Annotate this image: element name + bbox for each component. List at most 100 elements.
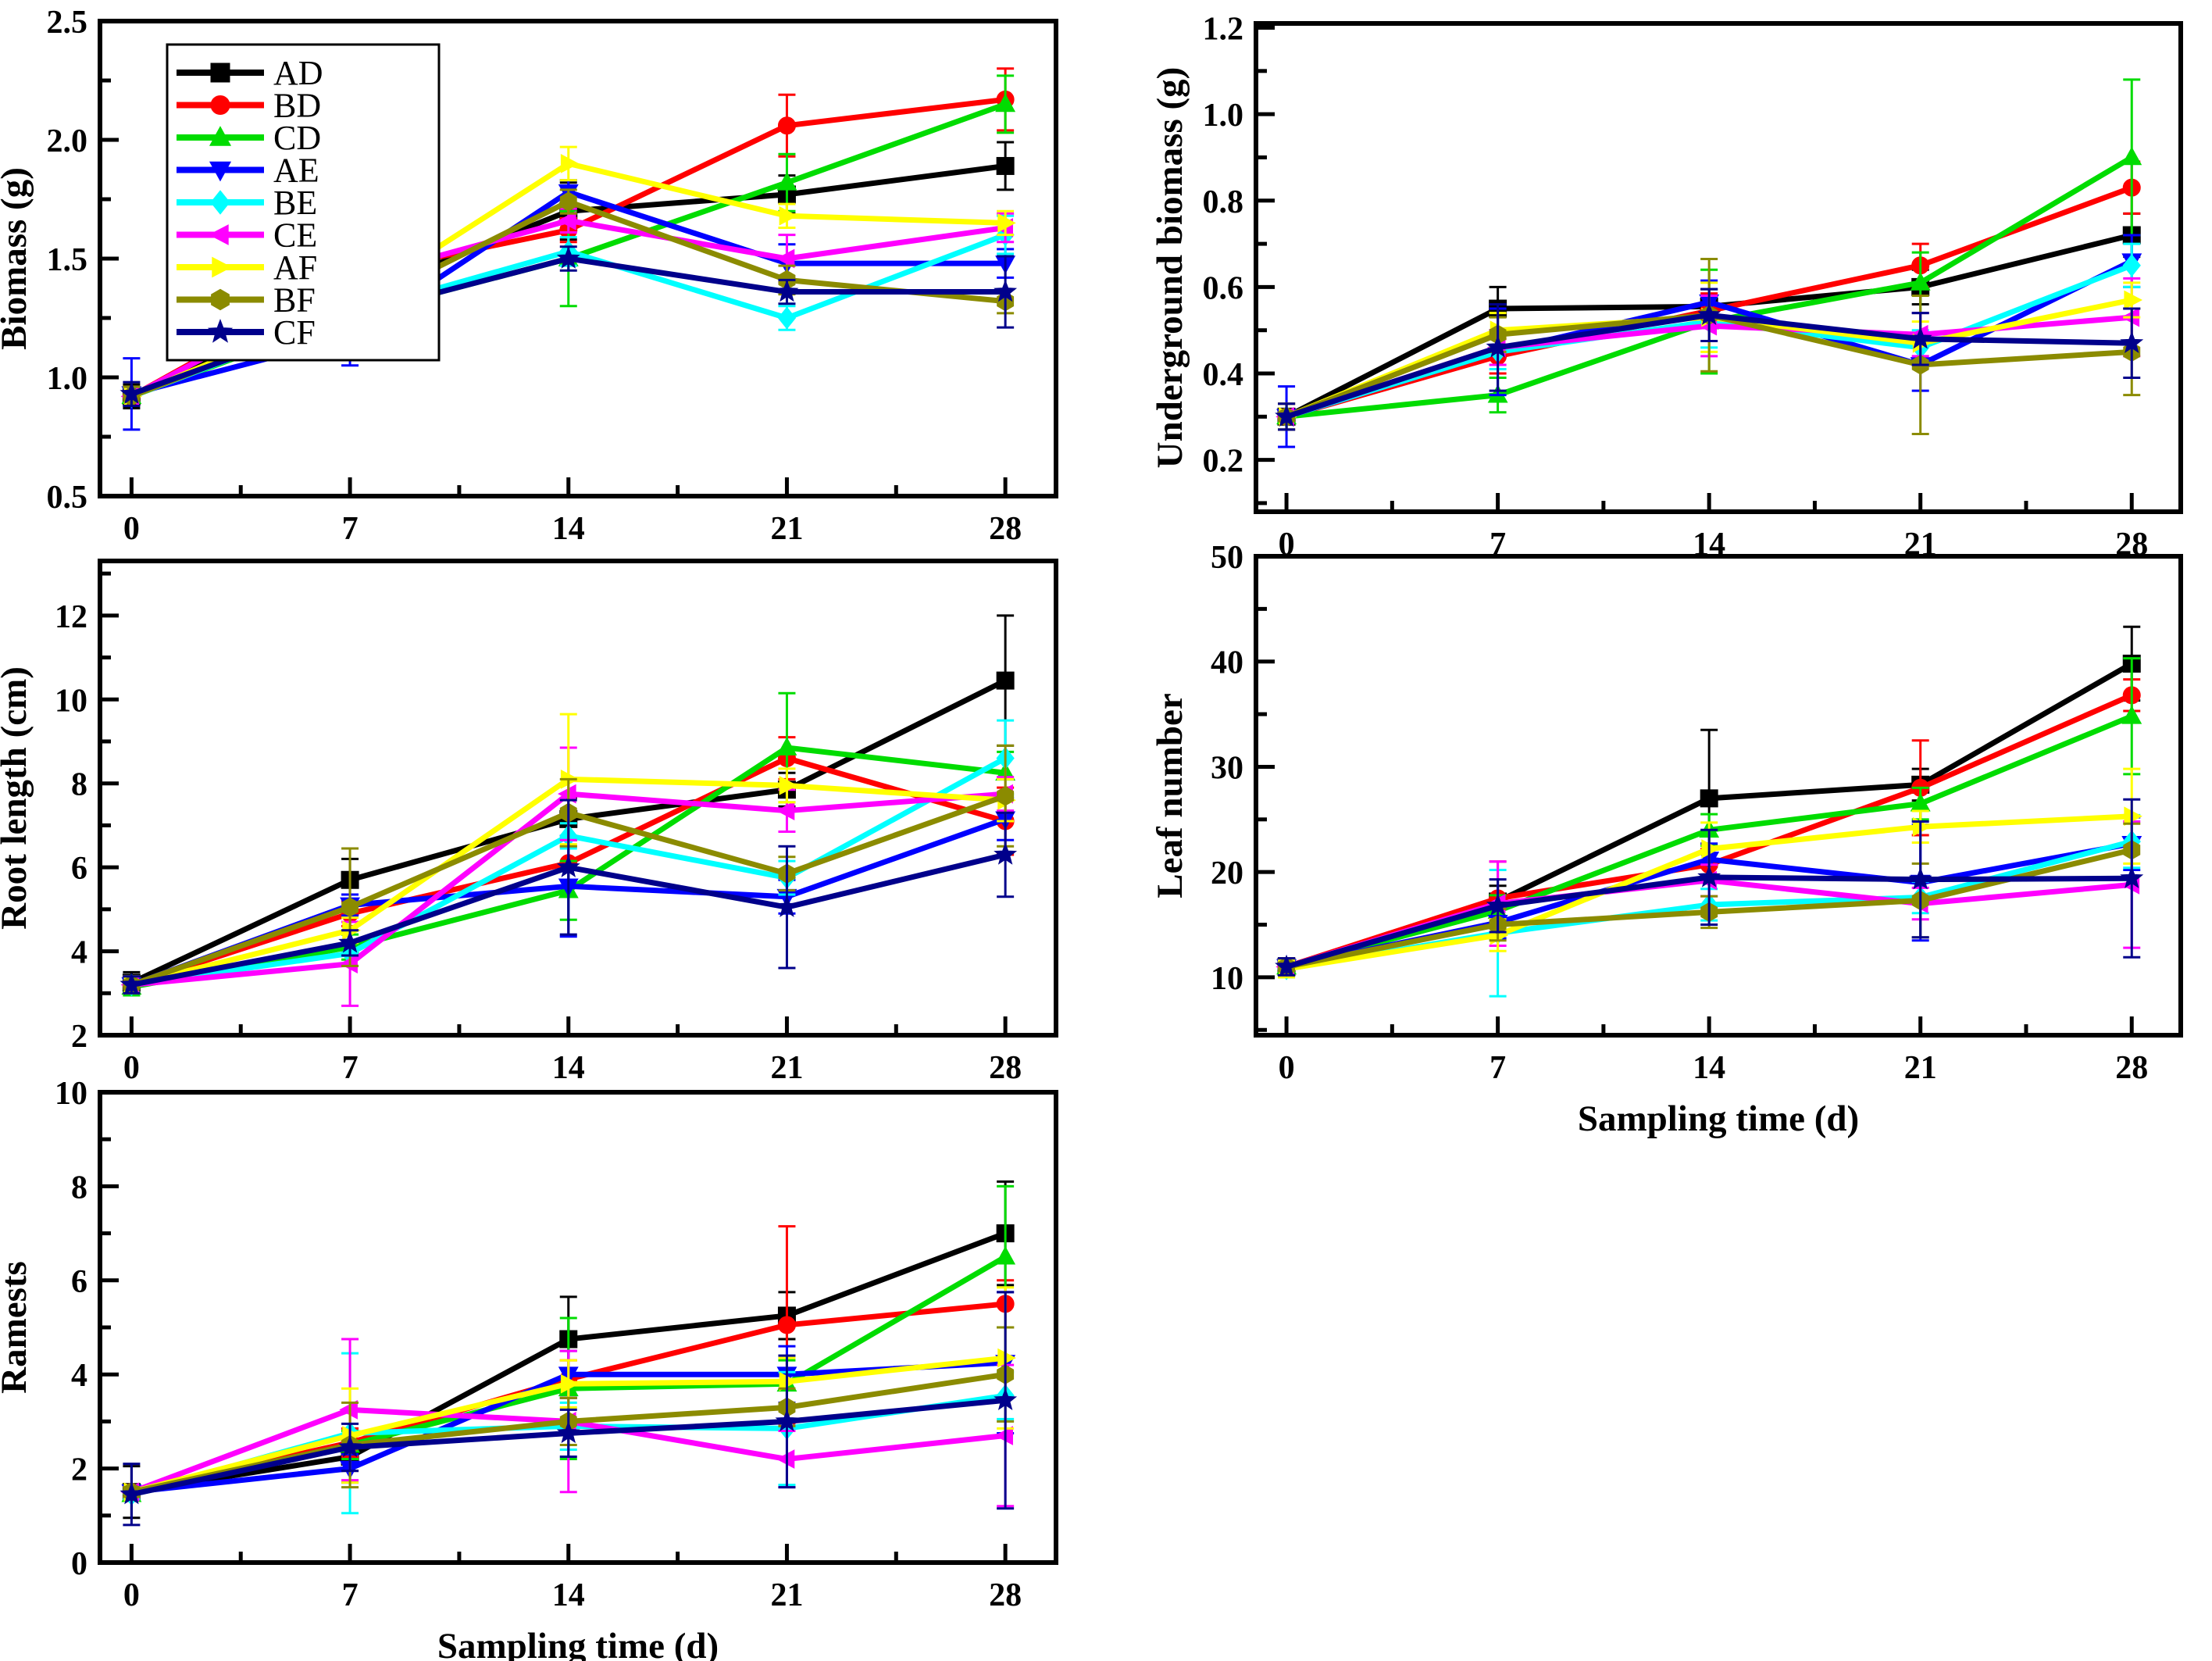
legend-item-label: CD (273, 119, 321, 157)
series-CF (120, 1291, 1018, 1527)
triangle-right-marker (997, 1348, 1016, 1368)
y-tick-label: 30 (1211, 750, 1243, 786)
axis-ticks (102, 1090, 1008, 1565)
x-tick-label: 28 (989, 511, 1022, 547)
triangle-up-marker (995, 1246, 1016, 1265)
circle-marker (210, 95, 230, 115)
x-tick-label: 28 (989, 1577, 1022, 1613)
triangle-right-marker (1701, 839, 1720, 859)
star-marker (2120, 330, 2144, 354)
triangle-down-marker (209, 161, 232, 182)
legend-item-label: CE (273, 216, 317, 255)
axis-ticks (102, 571, 1008, 1038)
triangle-right-marker (779, 1371, 798, 1391)
triangle-right-marker (2124, 806, 2142, 827)
y-tick-label: 2.5 (47, 5, 88, 41)
y-tick-label: 40 (1211, 645, 1243, 681)
x-tick-label: 0 (1279, 527, 1295, 563)
triangle-right-marker (779, 205, 798, 226)
legend-item-label: BF (273, 281, 316, 320)
hexagon-marker (341, 897, 359, 917)
x-tick-label: 0 (1279, 1050, 1295, 1086)
diamond-marker (777, 306, 797, 330)
y-tick-label: 1.5 (47, 242, 88, 278)
series-BF (1278, 257, 2141, 435)
star-marker (338, 931, 362, 953)
triangle-left-marker (994, 1426, 1013, 1445)
triangle-right-marker (212, 256, 232, 278)
y-tick-label: 8 (71, 767, 87, 803)
x-tick-label: 21 (770, 1577, 803, 1613)
x-tick-label: 14 (552, 1050, 585, 1086)
legend-item-label: BE (273, 184, 317, 222)
x-tick-label: 28 (989, 1050, 1022, 1086)
x-tick-label: 14 (1693, 1050, 1725, 1086)
star-marker (1697, 865, 1721, 888)
hexagon-marker (997, 786, 1015, 806)
x-tick-label: 7 (1490, 527, 1506, 563)
star-marker (1486, 335, 1510, 358)
star-marker (120, 1481, 144, 1505)
legend-item-label: BD (273, 87, 321, 125)
plot-border (98, 1090, 1058, 1565)
triangle-up-marker (2121, 705, 2142, 724)
panel-leaf-number: 10 20 30 40 50 0 7 14 21 28 Leaf number Sampling ti… (1150, 540, 2183, 1139)
panel-root-length: 2 4 6 8 10 12 0 7 14 21 28 Root length (cm) (0, 559, 1058, 1086)
y-axis-title: Leaf number (1150, 693, 1190, 898)
circle-marker (777, 1316, 796, 1334)
star-marker (207, 318, 234, 343)
triangle-up-marker (2121, 146, 2142, 166)
y-axis-title: Ramests (0, 1261, 34, 1394)
star-marker (1275, 954, 1299, 977)
x-tick-label: 0 (123, 1050, 140, 1086)
series-CF (120, 798, 1018, 995)
y-tick-label: 4 (71, 935, 87, 971)
panel-ramests: 0 2 4 6 8 10 0 7 14 21 28 Ramests Sampling time (d) (0, 1076, 1058, 1661)
x-tick-label: 7 (342, 1050, 359, 1086)
legend-item-label: AE (273, 152, 319, 190)
panel-biomass: 0.5 1.0 1.5 2.0 2.5 0 7 14 21 28 Biomass (g) ADBDCD… (0, 5, 1058, 547)
x-tick-label: 0 (123, 1577, 140, 1613)
series-CF (1275, 798, 2144, 977)
triangle-left-marker (558, 784, 576, 804)
star-marker (775, 895, 799, 917)
triangle-right-marker (560, 154, 580, 173)
triangle-up-marker (1910, 272, 1931, 291)
star-marker (556, 1420, 580, 1444)
y-tick-label: 0.8 (1203, 184, 1244, 220)
star-marker (775, 1409, 799, 1432)
y-tick-label: 50 (1211, 540, 1243, 576)
y-tick-label: 0.5 (47, 480, 88, 516)
x-tick-label: 7 (342, 511, 359, 547)
legend-item-CE: CE (177, 216, 317, 255)
x-tick-label: 0 (123, 511, 140, 547)
error-bars-BF (1278, 257, 2141, 435)
triangle-left-marker (339, 1399, 358, 1420)
legend-item-CD: CD (177, 119, 321, 157)
y-tick-label: 8 (71, 1170, 87, 1206)
x-axis-title: Sampling time (d) (437, 1626, 719, 1661)
hexagon-marker (559, 191, 577, 212)
y-axis-title: Root length (cm) (0, 666, 34, 930)
y-tick-label: 2.0 (47, 123, 88, 159)
legend-item-CF: CF (177, 313, 316, 352)
axis-ticks (1258, 26, 2134, 509)
hexagon-marker (211, 288, 230, 311)
legend-item-BF: BF (177, 281, 316, 320)
y-tick-label: 0.2 (1203, 444, 1244, 480)
legend-item-BE: BE (177, 184, 317, 222)
legend-item-AF: AF (177, 248, 317, 287)
square-marker (996, 156, 1015, 175)
square-marker (210, 63, 230, 83)
y-tick-label: 1.0 (47, 361, 88, 397)
triangle-left-marker (209, 224, 229, 245)
y-tick-label: 6 (71, 1264, 87, 1300)
plot-border (98, 19, 1058, 498)
y-tick-label: 10 (1211, 961, 1243, 997)
plot-border (1254, 21, 2183, 514)
triangle-left-marker (776, 1449, 795, 1469)
triangle-left-marker (776, 801, 795, 820)
triangle-left-marker (339, 954, 358, 974)
x-axis-title: Sampling time (d) (1578, 1098, 1859, 1139)
